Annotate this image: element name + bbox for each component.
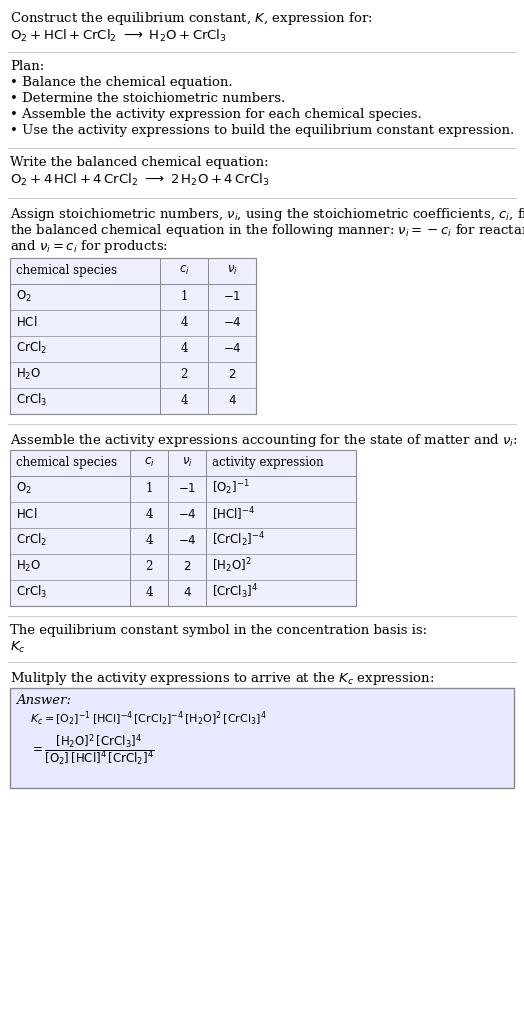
- Text: $-1$: $-1$: [223, 290, 241, 303]
- Text: $-4$: $-4$: [178, 534, 196, 546]
- Text: chemical species: chemical species: [16, 264, 117, 277]
- Text: $\nu_i$: $\nu_i$: [226, 264, 237, 277]
- Text: $\mathrm{O_2 + 4\,HCl + 4\,CrCl_2 \ {\longrightarrow}\ 2\,H_2O + 4\,CrCl_3}$: $\mathrm{O_2 + 4\,HCl + 4\,CrCl_2 \ {\lo…: [10, 172, 269, 188]
- Text: $[\mathrm{CrCl_3}]^{4}$: $[\mathrm{CrCl_3}]^{4}$: [212, 583, 258, 602]
- Text: $\mathrm{CrCl_3}$: $\mathrm{CrCl_3}$: [16, 392, 47, 408]
- Text: • Balance the chemical equation.: • Balance the chemical equation.: [10, 76, 233, 89]
- Text: 1: 1: [180, 290, 188, 303]
- Text: $c_i$: $c_i$: [179, 264, 189, 277]
- Text: $\mathrm{H_2O}$: $\mathrm{H_2O}$: [16, 366, 41, 382]
- Text: $K_c = [\mathrm{O_2}]^{-1}\,[\mathrm{HCl}]^{-4}\,[\mathrm{CrCl_2}]^{-4}\,[\mathr: $K_c = [\mathrm{O_2}]^{-1}\,[\mathrm{HCl…: [30, 710, 267, 728]
- Text: $\mathrm{O_2}$: $\mathrm{O_2}$: [16, 481, 32, 495]
- Text: $2$: $2$: [228, 367, 236, 381]
- Text: $[\mathrm{CrCl_2}]^{-4}$: $[\mathrm{CrCl_2}]^{-4}$: [212, 531, 265, 549]
- Text: Answer:: Answer:: [16, 694, 71, 707]
- Text: 4: 4: [180, 394, 188, 406]
- Text: 4: 4: [145, 507, 153, 521]
- Text: $4$: $4$: [227, 394, 236, 406]
- Text: Write the balanced chemical equation:: Write the balanced chemical equation:: [10, 155, 269, 169]
- Text: $\mathrm{HCl}$: $\mathrm{HCl}$: [16, 315, 37, 329]
- Text: $-4$: $-4$: [223, 315, 242, 328]
- Text: 4: 4: [145, 585, 153, 598]
- Text: $K_c$: $K_c$: [10, 640, 26, 655]
- Text: 4: 4: [180, 342, 188, 355]
- Text: $\mathrm{HCl}$: $\mathrm{HCl}$: [16, 507, 37, 521]
- Text: $-1$: $-1$: [178, 482, 196, 494]
- Text: 2: 2: [180, 367, 188, 381]
- FancyBboxPatch shape: [10, 688, 514, 788]
- Text: • Assemble the activity expression for each chemical species.: • Assemble the activity expression for e…: [10, 108, 422, 121]
- Text: chemical species: chemical species: [16, 456, 117, 469]
- Text: 2: 2: [145, 560, 152, 573]
- Text: 4: 4: [145, 534, 153, 546]
- Text: $2$: $2$: [183, 560, 191, 573]
- Text: Assign stoichiometric numbers, $\nu_i$, using the stoichiometric coefficients, $: Assign stoichiometric numbers, $\nu_i$, …: [10, 206, 524, 223]
- Text: 4: 4: [180, 315, 188, 328]
- FancyBboxPatch shape: [10, 258, 256, 414]
- Text: $\mathrm{H_2O}$: $\mathrm{H_2O}$: [16, 559, 41, 574]
- Text: $-4$: $-4$: [178, 507, 196, 521]
- Text: $4$: $4$: [182, 585, 191, 598]
- Text: activity expression: activity expression: [212, 456, 324, 469]
- Text: Construct the equilibrium constant, $K$, expression for:: Construct the equilibrium constant, $K$,…: [10, 10, 373, 27]
- Text: $-4$: $-4$: [223, 342, 242, 355]
- Text: Plan:: Plan:: [10, 60, 44, 73]
- Text: Mulitply the activity expressions to arrive at the $K_c$ expression:: Mulitply the activity expressions to arr…: [10, 670, 434, 687]
- Text: $\mathrm{CrCl_2}$: $\mathrm{CrCl_2}$: [16, 532, 47, 548]
- Text: • Determine the stoichiometric numbers.: • Determine the stoichiometric numbers.: [10, 92, 285, 105]
- Text: $\mathrm{O_2 + HCl + CrCl_2 \ {\longrightarrow}\ H_2O + CrCl_3}$: $\mathrm{O_2 + HCl + CrCl_2 \ {\longrigh…: [10, 28, 227, 44]
- Text: The equilibrium constant symbol in the concentration basis is:: The equilibrium constant symbol in the c…: [10, 624, 427, 637]
- Text: the balanced chemical equation in the following manner: $\nu_i = -c_i$ for react: the balanced chemical equation in the fo…: [10, 222, 524, 239]
- Text: $\mathrm{CrCl_2}$: $\mathrm{CrCl_2}$: [16, 340, 47, 356]
- FancyBboxPatch shape: [10, 450, 356, 606]
- Text: $\nu_i$: $\nu_i$: [182, 456, 192, 470]
- Text: $\mathrm{CrCl_3}$: $\mathrm{CrCl_3}$: [16, 584, 47, 601]
- Text: $[\mathrm{O_2}]^{-1}$: $[\mathrm{O_2}]^{-1}$: [212, 479, 249, 497]
- Text: and $\nu_i = c_i$ for products:: and $\nu_i = c_i$ for products:: [10, 238, 168, 255]
- Text: • Use the activity expressions to build the equilibrium constant expression.: • Use the activity expressions to build …: [10, 124, 514, 137]
- Text: $\mathrm{O_2}$: $\mathrm{O_2}$: [16, 288, 32, 304]
- Text: $[\mathrm{HCl}]^{-4}$: $[\mathrm{HCl}]^{-4}$: [212, 505, 255, 523]
- Text: Assemble the activity expressions accounting for the state of matter and $\nu_i$: Assemble the activity expressions accoun…: [10, 432, 518, 449]
- Text: $c_i$: $c_i$: [144, 456, 155, 470]
- Text: $= \dfrac{[\mathrm{H_2O}]^{2}\,[\mathrm{CrCl_3}]^{4}}{[\mathrm{O_2}]\,[\mathrm{H: $= \dfrac{[\mathrm{H_2O}]^{2}\,[\mathrm{…: [30, 732, 155, 767]
- Text: 1: 1: [145, 482, 152, 494]
- Text: $[\mathrm{H_2O}]^{2}$: $[\mathrm{H_2O}]^{2}$: [212, 557, 252, 575]
